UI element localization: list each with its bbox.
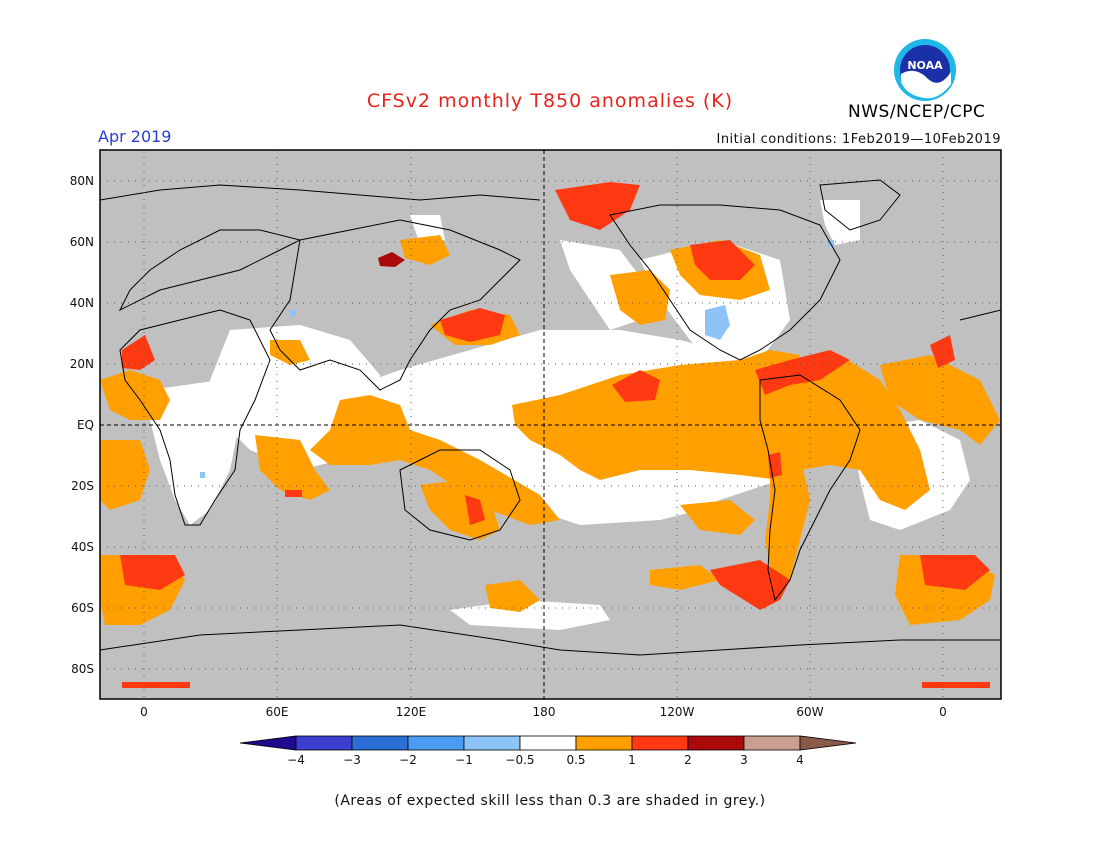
mediterranean-cool — [290, 310, 296, 316]
chile-hot — [710, 560, 790, 610]
colorbar-label: −1 — [455, 753, 473, 767]
colorbar-swatch — [519, 735, 577, 751]
colorbar-label: 1 — [628, 753, 636, 767]
gridlines — [100, 150, 1001, 699]
lon-label: 120E — [396, 705, 427, 719]
africa-neutral — [150, 380, 240, 525]
logo-text: NOAA — [907, 59, 943, 72]
indian-ocean-hot — [285, 490, 302, 497]
colorbar-swatch — [743, 735, 801, 751]
colorbar-swatch — [575, 735, 633, 751]
colorbar-swatch — [295, 735, 353, 751]
asia-coast — [269, 219, 521, 391]
initial-conditions: Initial conditions: 1Feb2019—10Feb2019 — [716, 132, 1001, 147]
lon-label: 0 — [140, 705, 148, 719]
antarctic-hot-east — [922, 682, 990, 688]
east-asia-warm — [400, 235, 450, 265]
coastlines — [100, 179, 1001, 656]
atlantic-southwest-warm — [100, 440, 150, 510]
canada-hot — [690, 240, 755, 280]
lat-label: 20N — [70, 357, 94, 371]
reference-lines — [100, 150, 1001, 699]
colorbar-label: 0.5 — [566, 753, 585, 767]
colorbar-label: −4 — [287, 753, 305, 767]
central-pacific-hot — [612, 370, 660, 402]
lat-label: 60S — [71, 601, 94, 615]
lat-label: EQ — [77, 418, 94, 432]
southern-ocean-warm-4 — [650, 565, 720, 590]
india-warm — [270, 340, 310, 365]
caribbean-hot — [755, 350, 850, 395]
antarctic-hot-west — [122, 682, 190, 688]
australia-coast — [399, 449, 521, 541]
lon-label: 60E — [266, 705, 289, 719]
colorbar-label: 3 — [740, 753, 748, 767]
south-america-coast — [759, 374, 861, 602]
africa-coast-repeat — [959, 309, 1001, 321]
greenland-coast — [819, 179, 901, 231]
lon-label: 180 — [533, 705, 556, 719]
siberia-very-hot — [378, 252, 405, 267]
colorbar-label: −3 — [343, 753, 361, 767]
north-pacific-warm — [610, 270, 670, 325]
australia-hot — [465, 495, 485, 525]
north-america-coast — [609, 204, 841, 361]
forecast-month: Apr 2019 — [98, 127, 172, 146]
lat-label: 60N — [70, 235, 94, 249]
agency-label: NWS/NCEP/CPC — [848, 102, 986, 122]
west-pacific-warm — [310, 395, 560, 525]
colorbar-swatch — [351, 735, 409, 751]
africa-west-hot — [122, 335, 155, 370]
warm-anomaly-2-3 — [378, 252, 405, 267]
map-frame — [99, 149, 1002, 700]
japan-hot — [440, 308, 505, 342]
lat-label: 20S — [71, 479, 94, 493]
colorbar-swatch — [687, 735, 745, 751]
bering-strait-hot — [555, 182, 640, 230]
lat-label: 80S — [71, 662, 94, 676]
colorbar-label: −2 — [399, 753, 417, 767]
south-pacific-warm — [680, 500, 755, 535]
lon-label: 60W — [796, 705, 823, 719]
south-atlantic-hot — [120, 555, 185, 590]
colorbar-label: 2 — [684, 753, 692, 767]
australia-warm — [420, 480, 500, 540]
us-cool — [705, 305, 730, 340]
southern-ocean-hot — [920, 555, 990, 590]
noaa-logo-icon: NOAA — [894, 39, 956, 101]
south-america-warm — [765, 450, 810, 590]
europe-coast — [118, 229, 302, 312]
africa-coast — [119, 309, 271, 526]
atlantic-tropical-warm — [880, 355, 1000, 445]
latitude-labels: 80N 60N 40N 20N EQ 20S 40S 60S 80S — [70, 174, 94, 676]
lon-label: 120W — [660, 705, 695, 719]
central-pacific-warm — [512, 355, 930, 510]
south-pacific-neutral — [560, 480, 700, 520]
warm-anomaly-1-2 — [120, 182, 990, 688]
indian-ocean-warm — [255, 435, 330, 500]
lat-label: 40N — [70, 296, 94, 310]
colorbar: −4 −3 −2 −1 −0.5 0.5 1 2 3 4 — [239, 735, 857, 767]
chart-title: CFSv2 monthly T850 anomalies (K) — [366, 90, 734, 112]
skill-footnote: (Areas of expected skill less than 0.3 a… — [334, 793, 766, 809]
africa-cool — [200, 472, 205, 478]
antarctica-coast — [100, 624, 1001, 656]
colorbar-label: 4 — [796, 753, 804, 767]
arabian-hot — [930, 335, 955, 368]
colorbar-label: −0.5 — [505, 753, 534, 767]
longitude-labels: 0 60E 120E 180 120W 60W 0 — [140, 705, 947, 719]
lat-label: 40S — [71, 540, 94, 554]
lat-label: 80N — [70, 174, 94, 188]
colorbar-swatch — [463, 735, 521, 751]
africa-west-warm — [100, 370, 170, 420]
arctic-coast — [100, 184, 541, 201]
colorbar-swatch — [631, 735, 689, 751]
colorbar-right-arrow — [799, 735, 857, 751]
colorbar-swatch — [407, 735, 465, 751]
colorbar-left-arrow — [239, 735, 297, 751]
peru-hot — [768, 452, 782, 478]
lon-label: 0 — [939, 705, 947, 719]
southern-ocean-warm-3 — [485, 580, 540, 612]
